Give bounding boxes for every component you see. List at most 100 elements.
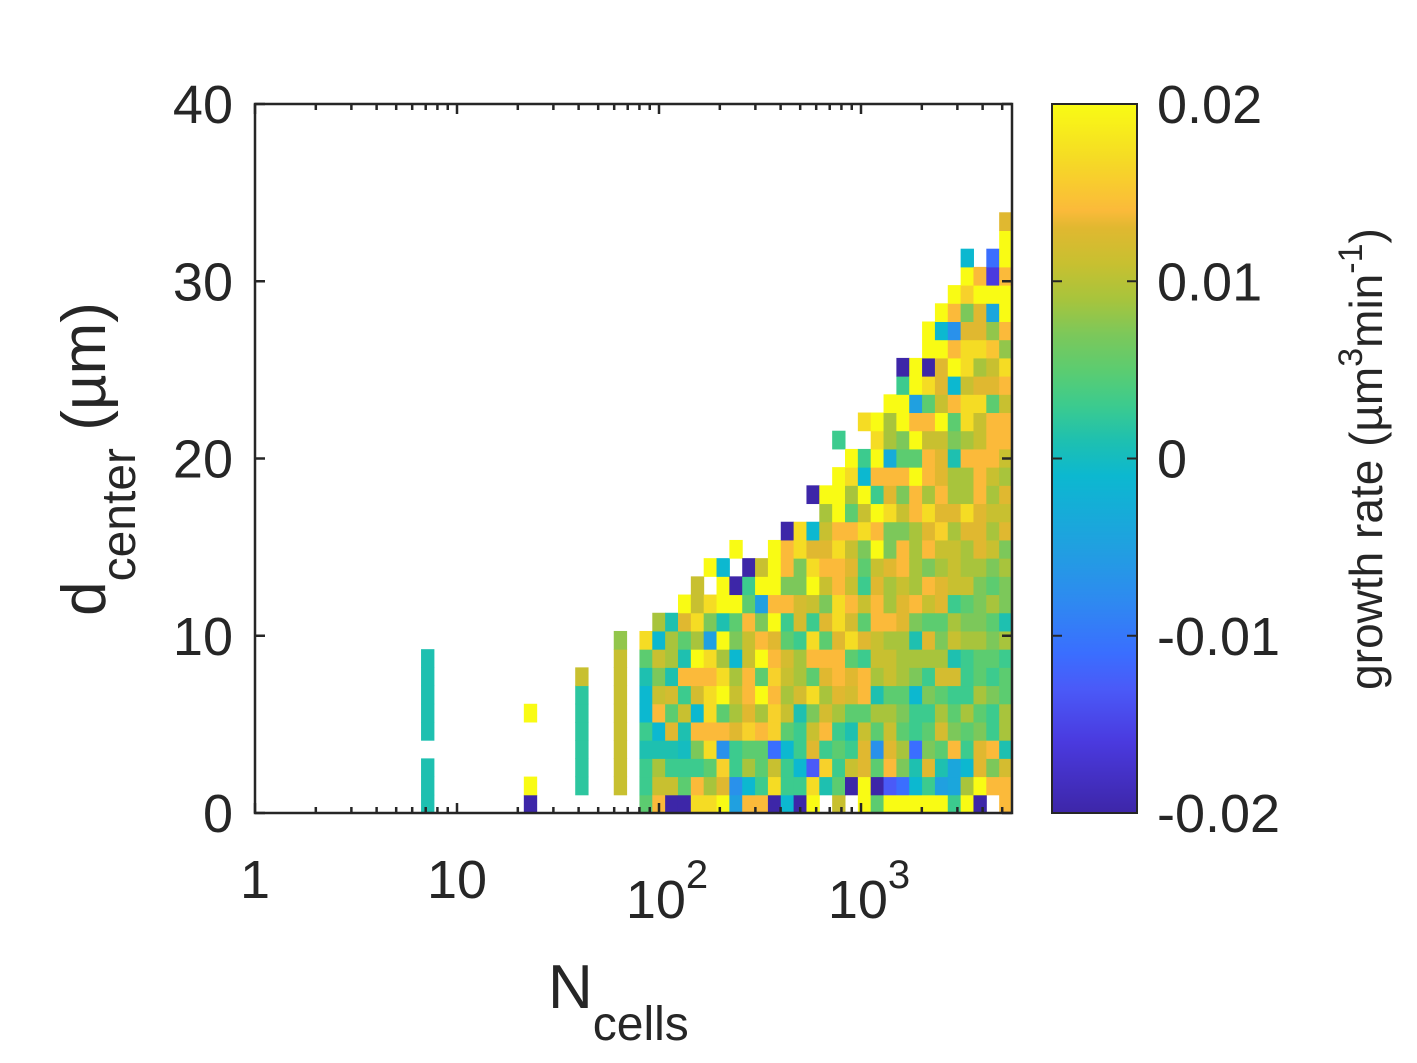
heatmap-cell: [909, 667, 923, 687]
heatmap-cell: [665, 776, 679, 796]
heatmap-cell: [909, 394, 923, 414]
heatmap-cell: [742, 612, 756, 632]
heatmap-cell: [934, 630, 949, 650]
heatmap-cell: [934, 539, 949, 559]
heatmap-cell: [909, 612, 923, 632]
heatmap-cell: [960, 412, 974, 432]
heatmap-cell: [960, 612, 974, 632]
heatmap-cell: [652, 649, 666, 668]
heatmap-cell: [934, 448, 949, 468]
heatmap-cell: [973, 594, 987, 614]
colorbar-tick-label: -0.01: [1157, 607, 1280, 667]
heatmap-cell: [922, 321, 936, 341]
heatmap-cell: [934, 521, 949, 541]
heatmap-cell: [613, 685, 628, 705]
heatmap-cell: [999, 612, 1013, 632]
heatmap-cell: [934, 558, 949, 577]
heatmap-cell: [947, 594, 962, 614]
heatmap-cell: [934, 303, 949, 323]
heatmap-cell: [973, 285, 987, 304]
heatmap-cell: [613, 703, 628, 723]
heatmap-cell: [819, 612, 833, 632]
heatmap-cell: [896, 685, 910, 705]
heatmap-cell: [999, 521, 1013, 541]
heatmap-cell: [857, 630, 872, 650]
heatmap-cell: [947, 685, 962, 705]
heatmap-cell: [934, 485, 949, 505]
heatmap-cell: [845, 558, 859, 577]
heatmap-cell: [665, 667, 679, 687]
heatmap-cell: [755, 576, 769, 596]
heatmap-cell: [960, 794, 974, 814]
heatmap-cell: [883, 667, 897, 687]
heatmap-cell: [716, 649, 730, 668]
heatmap-cell: [973, 503, 987, 523]
heatmap-cell: [909, 376, 923, 395]
heatmap-cell: [652, 776, 666, 796]
heatmap-cell: [832, 721, 846, 741]
heatmap-cell: [896, 703, 910, 723]
heatmap-cell: [909, 539, 923, 559]
heatmap-cell: [999, 357, 1013, 377]
heatmap-cell: [767, 685, 782, 705]
heatmap-cell: [780, 703, 795, 723]
heatmap-cell: [896, 467, 910, 486]
heatmap-cell: [909, 485, 923, 505]
colorbar: [1051, 103, 1138, 814]
heatmap-cell: [870, 539, 885, 559]
heatmap-cell: [896, 794, 910, 814]
heatmap-cell: [870, 776, 885, 796]
heatmap-cell: [947, 612, 962, 632]
heatmap-cell: [986, 248, 1000, 268]
heatmap-cell: [845, 703, 859, 723]
heatmap-cell: [845, 740, 859, 759]
heatmap-cell: [729, 630, 743, 650]
heatmap-cell: [934, 339, 949, 359]
x-tick-label-exponent: 3: [888, 853, 910, 897]
heatmap-cell: [870, 612, 885, 632]
heatmap-cell: [986, 430, 1000, 450]
heatmap-cell: [780, 776, 795, 796]
heatmap-cell: [973, 467, 987, 486]
heatmap-cell: [857, 667, 872, 687]
heatmap-cell: [729, 685, 743, 705]
heatmap-cell: [857, 721, 872, 741]
heatmap-cell: [755, 558, 769, 577]
heatmap-cell: [857, 503, 872, 523]
heatmap-cell: [973, 758, 987, 778]
heatmap-cell: [767, 594, 782, 614]
heatmap-cell: [755, 612, 769, 632]
heatmap-cell: [716, 612, 730, 632]
heatmap-cell: [523, 776, 538, 796]
heatmap-cell: [742, 758, 756, 778]
heatmap-cell: [703, 594, 718, 614]
heatmap-cell: [960, 594, 974, 614]
heatmap-cell: [947, 448, 962, 468]
heatmap-cell: [960, 558, 974, 577]
heatmap-cell: [819, 721, 833, 741]
heatmap-cell: [934, 412, 949, 432]
colorbar-label-pre: growth rate (µm: [1340, 367, 1392, 690]
heatmap-cell: [806, 576, 820, 596]
heatmap-cell: [677, 758, 692, 778]
heatmap-cell: [934, 357, 949, 377]
heatmap-cell: [909, 412, 923, 432]
heatmap-cell: [665, 721, 679, 741]
y-tick-label: 40: [173, 75, 233, 135]
heatmap-cell: [883, 758, 897, 778]
heatmap-cell: [947, 376, 962, 395]
heatmap-cell: [806, 776, 820, 796]
heatmap-cell: [883, 649, 897, 668]
heatmap-cell: [780, 667, 795, 687]
heatmap-cell: [896, 394, 910, 414]
heatmap-cell: [960, 576, 974, 596]
heatmap-cell: [819, 594, 833, 614]
heatmap-cell: [870, 412, 885, 432]
heatmap-cell: [922, 558, 936, 577]
heatmap-cell: [806, 758, 820, 778]
heatmap-cell: [755, 649, 769, 668]
heatmap-cell: [742, 740, 756, 759]
y-axis-label-unit: (µm): [50, 302, 119, 448]
heatmap-cell: [870, 467, 885, 486]
heatmap-cell: [755, 794, 769, 814]
